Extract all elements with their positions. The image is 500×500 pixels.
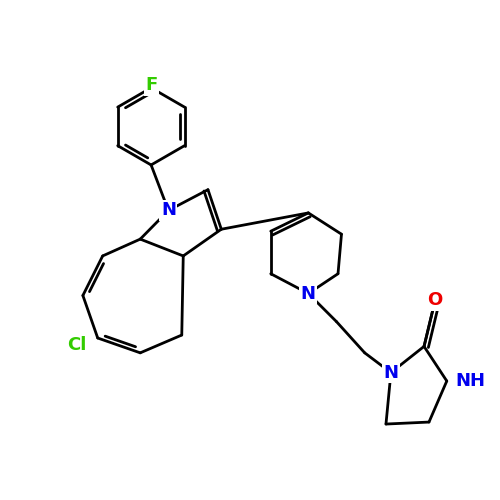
Text: N: N (301, 284, 316, 302)
Text: F: F (145, 76, 157, 94)
Text: O: O (428, 292, 442, 310)
Text: Cl: Cl (68, 336, 86, 354)
Text: NH: NH (456, 372, 486, 390)
Text: N: N (384, 364, 398, 382)
Text: N: N (161, 202, 176, 220)
